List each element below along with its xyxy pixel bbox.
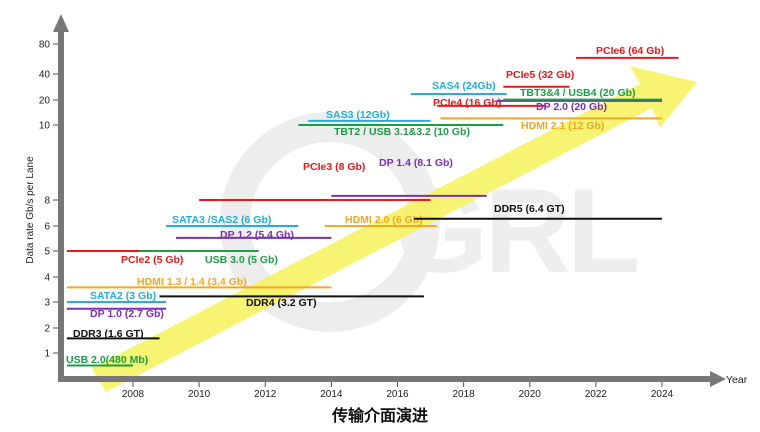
- segment-label: SATA3 /SAS2 (6 Gb): [172, 214, 271, 226]
- y-tick-label: 5: [44, 247, 50, 258]
- segment-label: PCIe3 (8 Gb): [303, 161, 365, 173]
- x-tick-label: 2020: [519, 389, 542, 400]
- x-tick-label: 2012: [254, 389, 277, 400]
- y-tick-label: 8: [44, 196, 50, 207]
- y-tick-label: 20: [39, 96, 51, 107]
- segment-label: DP 1.2 (5.4 Gb): [220, 229, 294, 241]
- segment-label: TBT2 / USB 3.1&3.2 (10 Gb): [334, 126, 470, 138]
- y-axis-line: [58, 30, 64, 378]
- y-axis-title: Data rate Gb/s per Lane: [25, 156, 36, 264]
- axis-ticks: 1 2 3 4 5 6 8 10 20 40 80 2008 2010 2012 2014 2016 2018 2…: [39, 40, 674, 401]
- segment-label: HDMI 2.1 (12 Gb): [521, 120, 604, 132]
- segment-label: DP 2.0 (20 Gb): [536, 101, 607, 113]
- x-axis-title: Year: [726, 374, 748, 386]
- y-tick-label: 40: [39, 70, 51, 81]
- segment-label: PCIe4 (16 Gb): [433, 97, 501, 109]
- segment-label: PCIe6 (64 Gb): [596, 45, 664, 57]
- trend-arrow: [92, 66, 697, 392]
- segment-label: PCIe5 (32 Gb): [506, 69, 574, 81]
- segment-label: HDMI 2.0 (6 Gb): [345, 214, 423, 226]
- segment-label: DP 1.0 (2.7 Gb): [90, 308, 164, 320]
- y-tick-label: 6: [44, 222, 50, 233]
- x-tick-label: 2010: [188, 389, 211, 400]
- segment-label: SAS4 (24Gb): [432, 80, 496, 92]
- x-tick-label: 2024: [651, 389, 674, 400]
- y-tick-label: 2: [44, 324, 50, 335]
- x-axis-line: [58, 376, 712, 382]
- x-tick-label: 2008: [122, 389, 145, 400]
- y-tick-label: 3: [44, 298, 50, 309]
- segment-label: PCIe2 (5 Gb): [121, 254, 183, 266]
- segment-label: SATA2 (3 Gb): [90, 290, 156, 302]
- segment-label: DP 1.4 (8.1 Gb): [379, 157, 453, 169]
- y-tick-label: 4: [44, 273, 50, 284]
- segment-label: USB 3.0 (5 Gb): [205, 254, 278, 266]
- segment-label: DDR4 (3.2 GT): [246, 297, 317, 309]
- segment-label: DDR3 (1.6 GT): [73, 328, 144, 340]
- segment-label: USB 2.0(480 Mb): [66, 354, 148, 366]
- y-tick-label: 1: [44, 349, 50, 360]
- chart-caption: 传输介面演进: [331, 406, 428, 425]
- watermark-text: GRL: [395, 164, 637, 298]
- x-tick-label: 2014: [320, 389, 343, 400]
- axes: Data rate Gb/s per Lane Year: [25, 14, 748, 387]
- y-axis-arrowhead: [53, 14, 69, 32]
- x-tick-label: 2018: [453, 389, 476, 400]
- y-tick-label: 80: [39, 40, 51, 51]
- x-tick-label: 2022: [585, 389, 608, 400]
- x-tick-label: 2016: [386, 389, 409, 400]
- y-tick-label: 10: [39, 121, 51, 132]
- trend-arrow-shape: [92, 66, 697, 392]
- segment-label: DDR5 (6.4 GT): [494, 203, 565, 215]
- data-segments: USB 2.0(480 Mb) DDR3 (1.6 GT) DP 1.0 (2.7 …: [66, 45, 679, 367]
- segment-label: TBT3&4 / USB4 (20 Gb): [520, 87, 636, 99]
- segment-label: HDMI 1.3 / 1.4 (3.4 Gb): [137, 276, 247, 288]
- x-axis-arrowhead: [710, 371, 726, 387]
- segment-label: SAS3 (12Gb): [326, 109, 390, 121]
